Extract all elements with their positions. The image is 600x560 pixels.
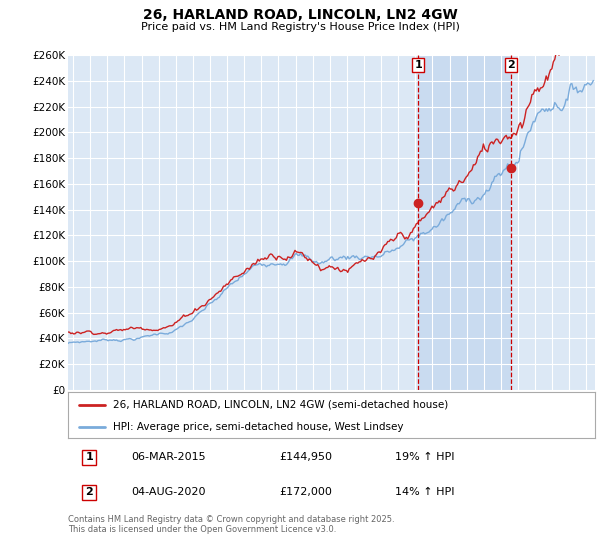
Text: 2: 2 [507, 60, 515, 70]
Text: 06-MAR-2015: 06-MAR-2015 [131, 452, 206, 463]
Text: Price paid vs. HM Land Registry's House Price Index (HPI): Price paid vs. HM Land Registry's House … [140, 22, 460, 32]
Text: 04-AUG-2020: 04-AUG-2020 [131, 487, 206, 497]
Bar [418, 55, 511, 390]
Text: 19% ↑ HPI: 19% ↑ HPI [395, 452, 454, 463]
Text: 26, HARLAND ROAD, LINCOLN, LN2 4GW: 26, HARLAND ROAD, LINCOLN, LN2 4GW [143, 8, 457, 22]
Text: 26, HARLAND ROAD, LINCOLN, LN2 4GW (semi-detached house): 26, HARLAND ROAD, LINCOLN, LN2 4GW (semi… [113, 400, 448, 410]
Text: 1: 1 [85, 452, 93, 463]
Text: £144,950: £144,950 [279, 452, 332, 463]
Text: 14% ↑ HPI: 14% ↑ HPI [395, 487, 454, 497]
Text: 1: 1 [415, 60, 422, 70]
Text: 2: 2 [85, 487, 93, 497]
Text: £172,000: £172,000 [279, 487, 332, 497]
Text: Contains HM Land Registry data © Crown copyright and database right 2025.
This d: Contains HM Land Registry data © Crown c… [68, 515, 395, 534]
Text: HPI: Average price, semi-detached house, West Lindsey: HPI: Average price, semi-detached house,… [113, 422, 403, 432]
